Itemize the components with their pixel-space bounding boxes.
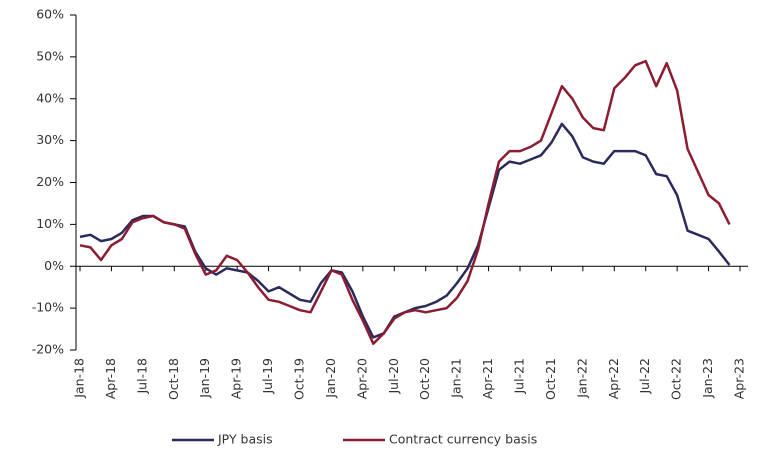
x-tick-label: Apr-20: [354, 358, 369, 399]
x-tick-label: Jan-19: [197, 358, 212, 399]
x-tick-label: Jul-20: [386, 358, 401, 395]
y-tick-label: 0%: [44, 258, 64, 273]
x-tick-label: Jul-18: [134, 358, 149, 395]
x-tick-label: Oct-19: [292, 358, 307, 400]
x-tick-label: Jul-19: [260, 358, 275, 395]
legend-label: Contract currency basis: [389, 432, 537, 447]
x-tick-label: Jul-22: [637, 358, 652, 395]
x-tick-label: Apr-19: [229, 358, 244, 399]
legend-label: JPY basis: [217, 432, 273, 447]
series-line: [79, 122, 731, 339]
x-tick-label: Apr-22: [606, 358, 621, 399]
y-tick-label: 20%: [36, 174, 64, 189]
x-tick-label: Jul-21: [512, 358, 527, 395]
series-line: [79, 59, 731, 345]
y-tick-label: 30%: [36, 132, 64, 147]
x-tick-label: Jan-20: [323, 358, 338, 399]
x-tick-label: Oct-22: [669, 358, 684, 400]
x-tick-label: Oct-18: [166, 358, 181, 400]
x-tick-label: Jan-21: [449, 358, 464, 399]
x-tick-label: Oct-21: [543, 358, 558, 400]
x-tick-label: Apr-23: [732, 358, 747, 399]
y-tick-label: 60%: [36, 7, 64, 22]
x-tick-label: Apr-21: [480, 358, 495, 399]
x-tick-label: Jan-23: [700, 358, 715, 399]
x-tick-label: Apr-18: [103, 358, 118, 399]
x-tick-label: Jan-22: [574, 358, 589, 399]
x-tick-label: Oct-20: [417, 358, 432, 400]
y-tick-label: -20%: [32, 342, 64, 357]
y-tick-label: 10%: [36, 216, 64, 231]
y-tick-label: 50%: [36, 48, 64, 63]
y-tick-label: 40%: [36, 90, 64, 105]
x-tick-label: Jan-18: [72, 358, 87, 399]
y-tick-label: -10%: [32, 300, 64, 315]
